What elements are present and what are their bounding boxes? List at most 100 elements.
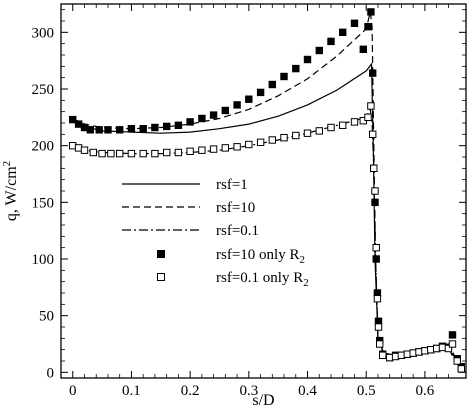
open-square-marker [339, 121, 347, 129]
filled-square-marker [151, 123, 159, 132]
open-square-marker [256, 138, 265, 147]
filled-square-marker [69, 115, 77, 124]
filled-square-marker [104, 126, 112, 134]
legend-label: rsf=1 [216, 177, 248, 193]
legend-label: rsf=10 only R2 [216, 247, 305, 266]
filled-square-marker [327, 37, 335, 46]
filled-square-marker [303, 55, 312, 64]
y-tick-label: 150 [32, 195, 55, 211]
legend-label-main: rsf=10 [216, 200, 255, 216]
filled-square-marker [127, 125, 136, 133]
y-tick-label: 300 [32, 25, 55, 41]
open-square-marker [127, 149, 136, 158]
y-tick-label: 100 [32, 252, 55, 268]
open-square-marker [374, 323, 383, 331]
open-square-marker [233, 143, 241, 151]
legend-swatch-open-square [157, 273, 165, 281]
x-axis-title: s/D [252, 392, 274, 409]
open-square-marker [151, 149, 159, 158]
filled-square-marker [139, 125, 147, 133]
open-square-marker [186, 147, 194, 156]
y-axis-ticks: 0 50 100 150 200 250 300 [32, 9, 466, 381]
open-square-marker [453, 357, 461, 365]
filled-square-marker [86, 126, 94, 134]
filled-square-marker [233, 101, 241, 109]
open-square-marker [371, 187, 379, 195]
filled-square-marker [339, 28, 347, 37]
x-tick-label: 0 [69, 383, 77, 399]
open-square-marker [379, 351, 387, 360]
series-line-dashed [72, 11, 461, 367]
x-tick-label: 0.1 [122, 383, 141, 399]
open-square-marker [369, 130, 377, 139]
filled-square-marker [350, 19, 359, 28]
open-square-marker [457, 365, 466, 373]
open-square-marker [373, 295, 382, 303]
open-square-marker [370, 164, 378, 173]
y-axis-title-sup: 2 [1, 161, 13, 167]
series-line-dash-dot [72, 107, 461, 369]
filled-square-marker [245, 95, 253, 103]
open-square-marker [350, 118, 359, 126]
filled-square-marker [372, 255, 380, 263]
filled-square-marker [292, 64, 300, 73]
open-square-marker [268, 136, 277, 144]
x-tick-label: 0.4 [298, 383, 317, 399]
y-axis-title: q, W/cm2 [1, 161, 20, 221]
legend-label: rsf=10 [216, 200, 255, 216]
filled-square-marker [256, 88, 265, 97]
filled-square-marker [371, 198, 379, 207]
plot-frame-rect [60, 3, 467, 379]
filled-square-marker [280, 72, 288, 81]
filled-square-marker [448, 331, 457, 339]
filled-square-marker [209, 111, 218, 119]
legend-label-sub: 2 [303, 277, 309, 289]
open-square-marker [364, 113, 372, 121]
legend-label-main: rsf=1 [216, 177, 248, 193]
open-square-marker [221, 144, 230, 152]
open-square-marker [139, 149, 147, 158]
y-tick-label: 0 [47, 365, 55, 381]
filled-square-marker [268, 80, 277, 89]
open-square-marker [89, 148, 97, 157]
legend-label-sub: 2 [299, 254, 305, 266]
open-square-marker [209, 145, 218, 153]
filled-square-marker [367, 8, 375, 16]
plot-frame [60, 3, 467, 379]
y-axis-title-main: q, W/cm [3, 166, 20, 221]
open-square-marker [98, 149, 106, 158]
open-square-marker [376, 340, 384, 348]
filled-square-marker [163, 122, 171, 131]
filled-square-marker [315, 46, 324, 55]
filled-square-marker [174, 121, 183, 129]
filled-square-marker [186, 118, 194, 126]
legend-label-main: rsf=0.1 only R [216, 270, 303, 286]
open-square-marker [372, 244, 380, 252]
x-tick-label: 0.6 [416, 383, 435, 399]
filled-square-marker [116, 126, 124, 134]
series-group [69, 8, 466, 373]
filled-square-marker [359, 45, 368, 53]
open-square-marker [116, 149, 124, 158]
open-square-marker [163, 148, 171, 157]
filled-square-marker [95, 126, 103, 134]
legend-label-main: rsf=10 only R [216, 247, 299, 263]
legend-label: rsf=0.1 only R2 [216, 270, 309, 289]
filled-square-marker [221, 106, 230, 115]
open-square-marker [367, 102, 375, 110]
open-square-marker [303, 129, 312, 137]
series-line-solid [72, 62, 461, 367]
open-square-marker [292, 131, 300, 140]
open-square-marker [444, 344, 453, 353]
open-square-marker [315, 127, 324, 135]
open-square-marker [174, 148, 183, 157]
open-square-marker [80, 146, 89, 154]
x-tick-label: 0.2 [181, 383, 200, 399]
filled-square-marker [369, 69, 377, 77]
y-tick-label: 250 [32, 82, 55, 98]
legend-label: rsf=0.1 [216, 223, 259, 239]
y-tick-label: 200 [32, 139, 55, 155]
filled-square-marker [364, 23, 372, 31]
open-square-marker [327, 123, 335, 132]
